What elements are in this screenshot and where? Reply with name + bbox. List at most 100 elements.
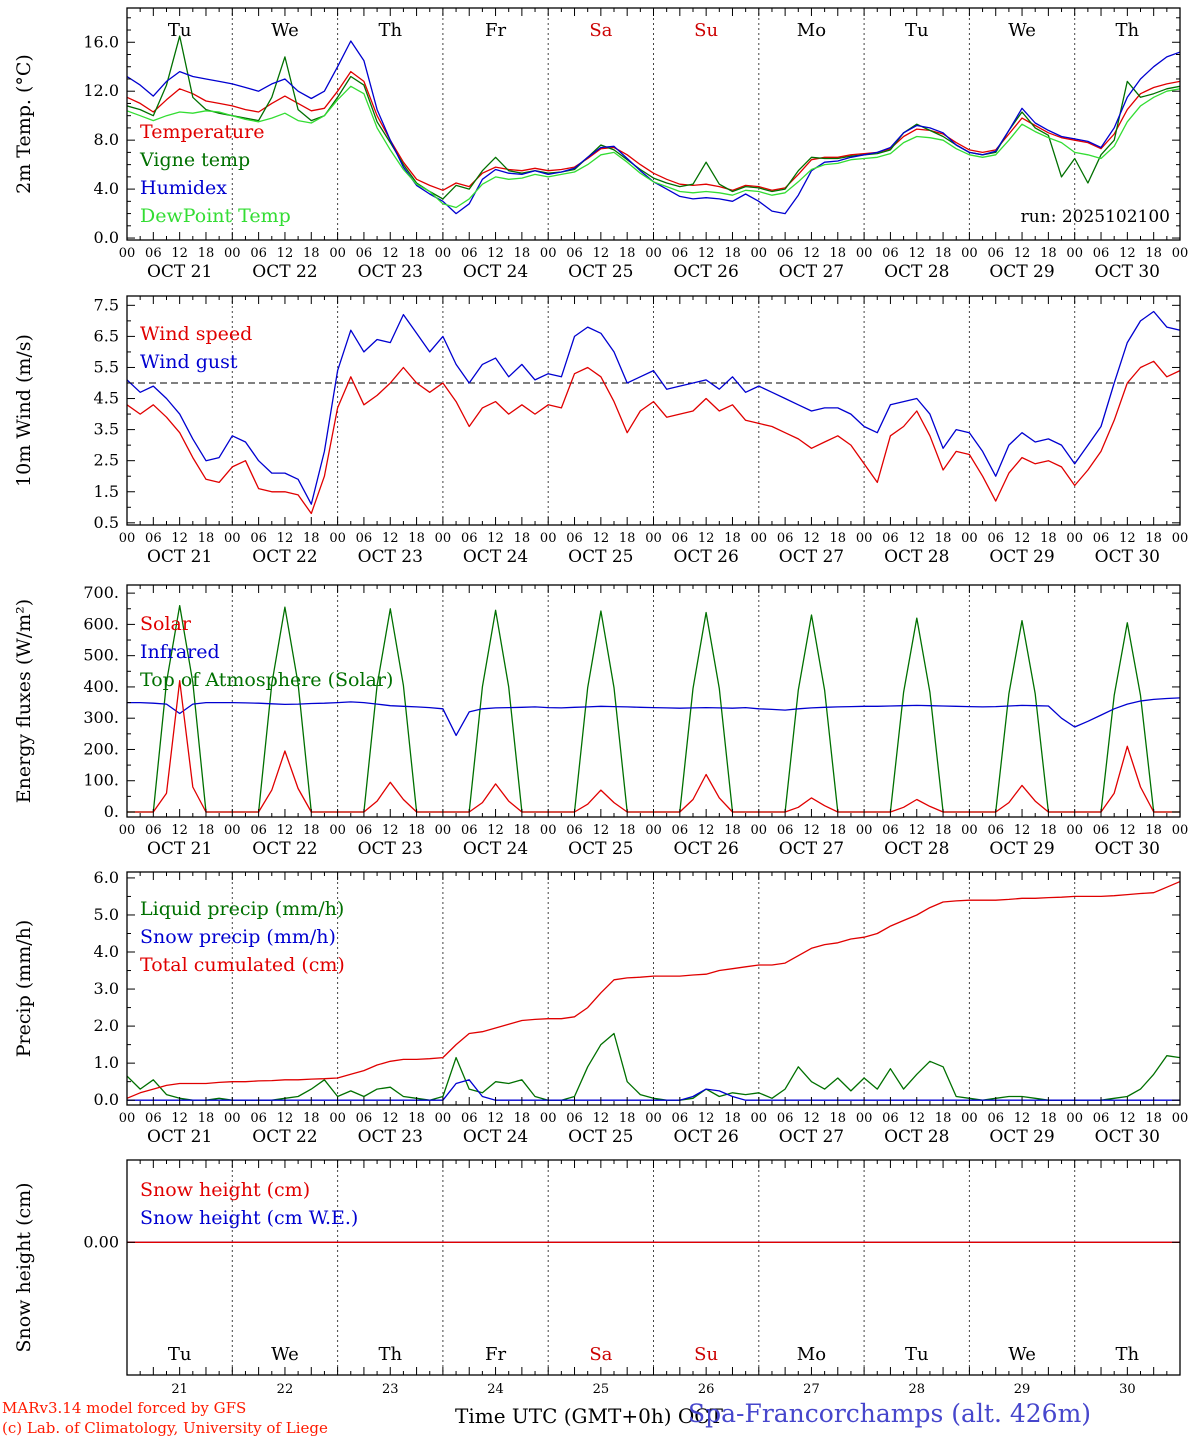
date-label: OCT 26 bbox=[673, 1127, 738, 1147]
hour-tick-label: 12 bbox=[171, 1111, 188, 1126]
date-label: OCT 21 bbox=[147, 839, 212, 859]
hour-tick-label: 00 bbox=[1066, 1111, 1083, 1126]
y-tick-label: 1.0 bbox=[94, 1053, 119, 1072]
hour-tick-label: 12 bbox=[803, 531, 820, 546]
date-label: OCT 25 bbox=[568, 839, 633, 859]
hour-tick-label: 12 bbox=[487, 1111, 504, 1126]
hour-tick-label: 12 bbox=[382, 531, 399, 546]
station-label: Spa-Francorchamps (alt. 426m) bbox=[688, 1399, 1092, 1428]
hour-tick-label: 12 bbox=[277, 823, 294, 838]
hour-tick-label: 00 bbox=[856, 823, 873, 838]
hour-tick-label: 12 bbox=[698, 1111, 715, 1126]
hour-tick-label: 06 bbox=[461, 1111, 478, 1126]
hour-tick-label: 12 bbox=[171, 823, 188, 838]
hour-tick-label: 18 bbox=[619, 531, 636, 546]
date-label: OCT 28 bbox=[884, 262, 949, 282]
hour-tick-label: 00 bbox=[329, 531, 346, 546]
run-label: run: 2025102100 bbox=[1021, 207, 1170, 227]
y-axis-title-wind: 10m Wind (m/s) bbox=[13, 334, 35, 487]
series-humidex bbox=[127, 40, 1180, 215]
hour-tick-label: 12 bbox=[698, 531, 715, 546]
hour-tick-label: 06 bbox=[566, 823, 583, 838]
model-credit: MARv3.14 model forced by GFS (c) Lab. of… bbox=[2, 1398, 328, 1438]
hour-tick-label: 18 bbox=[514, 1111, 531, 1126]
date-label: OCT 24 bbox=[463, 262, 528, 282]
day-number-label: 25 bbox=[593, 1382, 610, 1397]
y-tick-label: 0.5 bbox=[94, 513, 119, 532]
y-tick-label: 200. bbox=[83, 739, 119, 758]
hour-tick-label: 06 bbox=[987, 246, 1004, 261]
hour-tick-label: 00 bbox=[224, 246, 241, 261]
hour-tick-label: 12 bbox=[277, 531, 294, 546]
hour-tick-label: 12 bbox=[698, 823, 715, 838]
date-label: OCT 25 bbox=[568, 262, 633, 282]
hour-tick-label: 06 bbox=[882, 823, 899, 838]
date-label: OCT 22 bbox=[252, 1127, 317, 1147]
y-axis-title-temp: 2m Temp. (°C) bbox=[13, 54, 35, 194]
date-label: OCT 27 bbox=[779, 839, 844, 859]
hour-tick-label: 00 bbox=[1066, 531, 1083, 546]
hour-tick-label: 12 bbox=[593, 1111, 610, 1126]
date-label: OCT 30 bbox=[1095, 839, 1160, 859]
hour-tick-label: 18 bbox=[408, 1111, 425, 1126]
legend-snow-height-cm: Snow height (cm) bbox=[140, 1179, 310, 1201]
hour-tick-label: 06 bbox=[1093, 1111, 1110, 1126]
hour-tick-label: 00 bbox=[1172, 1111, 1189, 1126]
weekday-label: Tu bbox=[168, 20, 192, 41]
day-number-label: 29 bbox=[1014, 1382, 1031, 1397]
series-total-cumulated bbox=[127, 881, 1180, 1099]
y-tick-label: 2.5 bbox=[94, 451, 119, 470]
hour-tick-label: 06 bbox=[777, 531, 794, 546]
hour-tick-label: 06 bbox=[250, 531, 267, 546]
hour-tick-label: 18 bbox=[198, 531, 215, 546]
date-label: OCT 30 bbox=[1095, 1127, 1160, 1147]
y-tick-label: 100. bbox=[83, 771, 119, 790]
date-label: OCT 23 bbox=[358, 547, 423, 567]
day-number-label: 24 bbox=[487, 1382, 504, 1397]
weekday-label: Th bbox=[1116, 20, 1140, 41]
hour-tick-label: 00 bbox=[540, 1111, 557, 1126]
day-number-label: 28 bbox=[908, 1382, 925, 1397]
date-label: OCT 24 bbox=[463, 839, 528, 859]
legend-wind-speed: Wind speed bbox=[140, 323, 252, 345]
xaxis-title: Time UTC (GMT+0h) OCT bbox=[455, 1404, 723, 1428]
date-label: OCT 26 bbox=[673, 547, 738, 567]
legend-vigne-temp: Vigne temp bbox=[139, 149, 250, 171]
hour-tick-label: 12 bbox=[698, 246, 715, 261]
y-tick-label: 5.0 bbox=[94, 905, 119, 924]
hour-tick-label: 00 bbox=[329, 1111, 346, 1126]
model-credit-line2: (c) Lab. of Climatology, University of L… bbox=[2, 1419, 328, 1437]
hour-tick-label: 12 bbox=[1014, 823, 1031, 838]
hour-tick-label: 06 bbox=[461, 246, 478, 261]
legend-liquid-precip-mm-h: Liquid precip (mm/h) bbox=[140, 898, 344, 920]
date-label: OCT 21 bbox=[147, 1127, 212, 1147]
y-tick-label: 500. bbox=[83, 646, 119, 665]
date-label: OCT 23 bbox=[358, 1127, 423, 1147]
hour-tick-label: 06 bbox=[882, 1111, 899, 1126]
series-wind-gust bbox=[127, 310, 1180, 505]
y-tick-label: 8.0 bbox=[94, 130, 119, 149]
hour-tick-label: 18 bbox=[935, 531, 952, 546]
weekday-label: Mo bbox=[797, 1344, 826, 1365]
day-number-label: 27 bbox=[803, 1382, 820, 1397]
hour-tick-label: 18 bbox=[198, 246, 215, 261]
y-tick-label: 2.0 bbox=[94, 1016, 119, 1035]
hour-tick-label: 18 bbox=[1145, 823, 1162, 838]
hour-tick-label: 18 bbox=[1145, 246, 1162, 261]
hour-tick-label: 12 bbox=[1119, 1111, 1136, 1126]
hour-tick-label: 00 bbox=[119, 531, 136, 546]
hour-tick-label: 18 bbox=[514, 531, 531, 546]
y-tick-label: 400. bbox=[83, 677, 119, 696]
hour-tick-label: 12 bbox=[487, 531, 504, 546]
hour-tick-label: 00 bbox=[751, 823, 768, 838]
hour-tick-label: 12 bbox=[1014, 531, 1031, 546]
hour-tick-label: 18 bbox=[724, 246, 741, 261]
hour-tick-label: 06 bbox=[566, 1111, 583, 1126]
hour-tick-label: 12 bbox=[1119, 823, 1136, 838]
hour-tick-label: 06 bbox=[356, 531, 373, 546]
hour-tick-label: 18 bbox=[1040, 823, 1057, 838]
hour-tick-label: 06 bbox=[145, 246, 162, 261]
hour-tick-label: 12 bbox=[803, 1111, 820, 1126]
y-tick-label: 0.0 bbox=[94, 228, 119, 247]
y-tick-label: 600. bbox=[83, 614, 119, 633]
